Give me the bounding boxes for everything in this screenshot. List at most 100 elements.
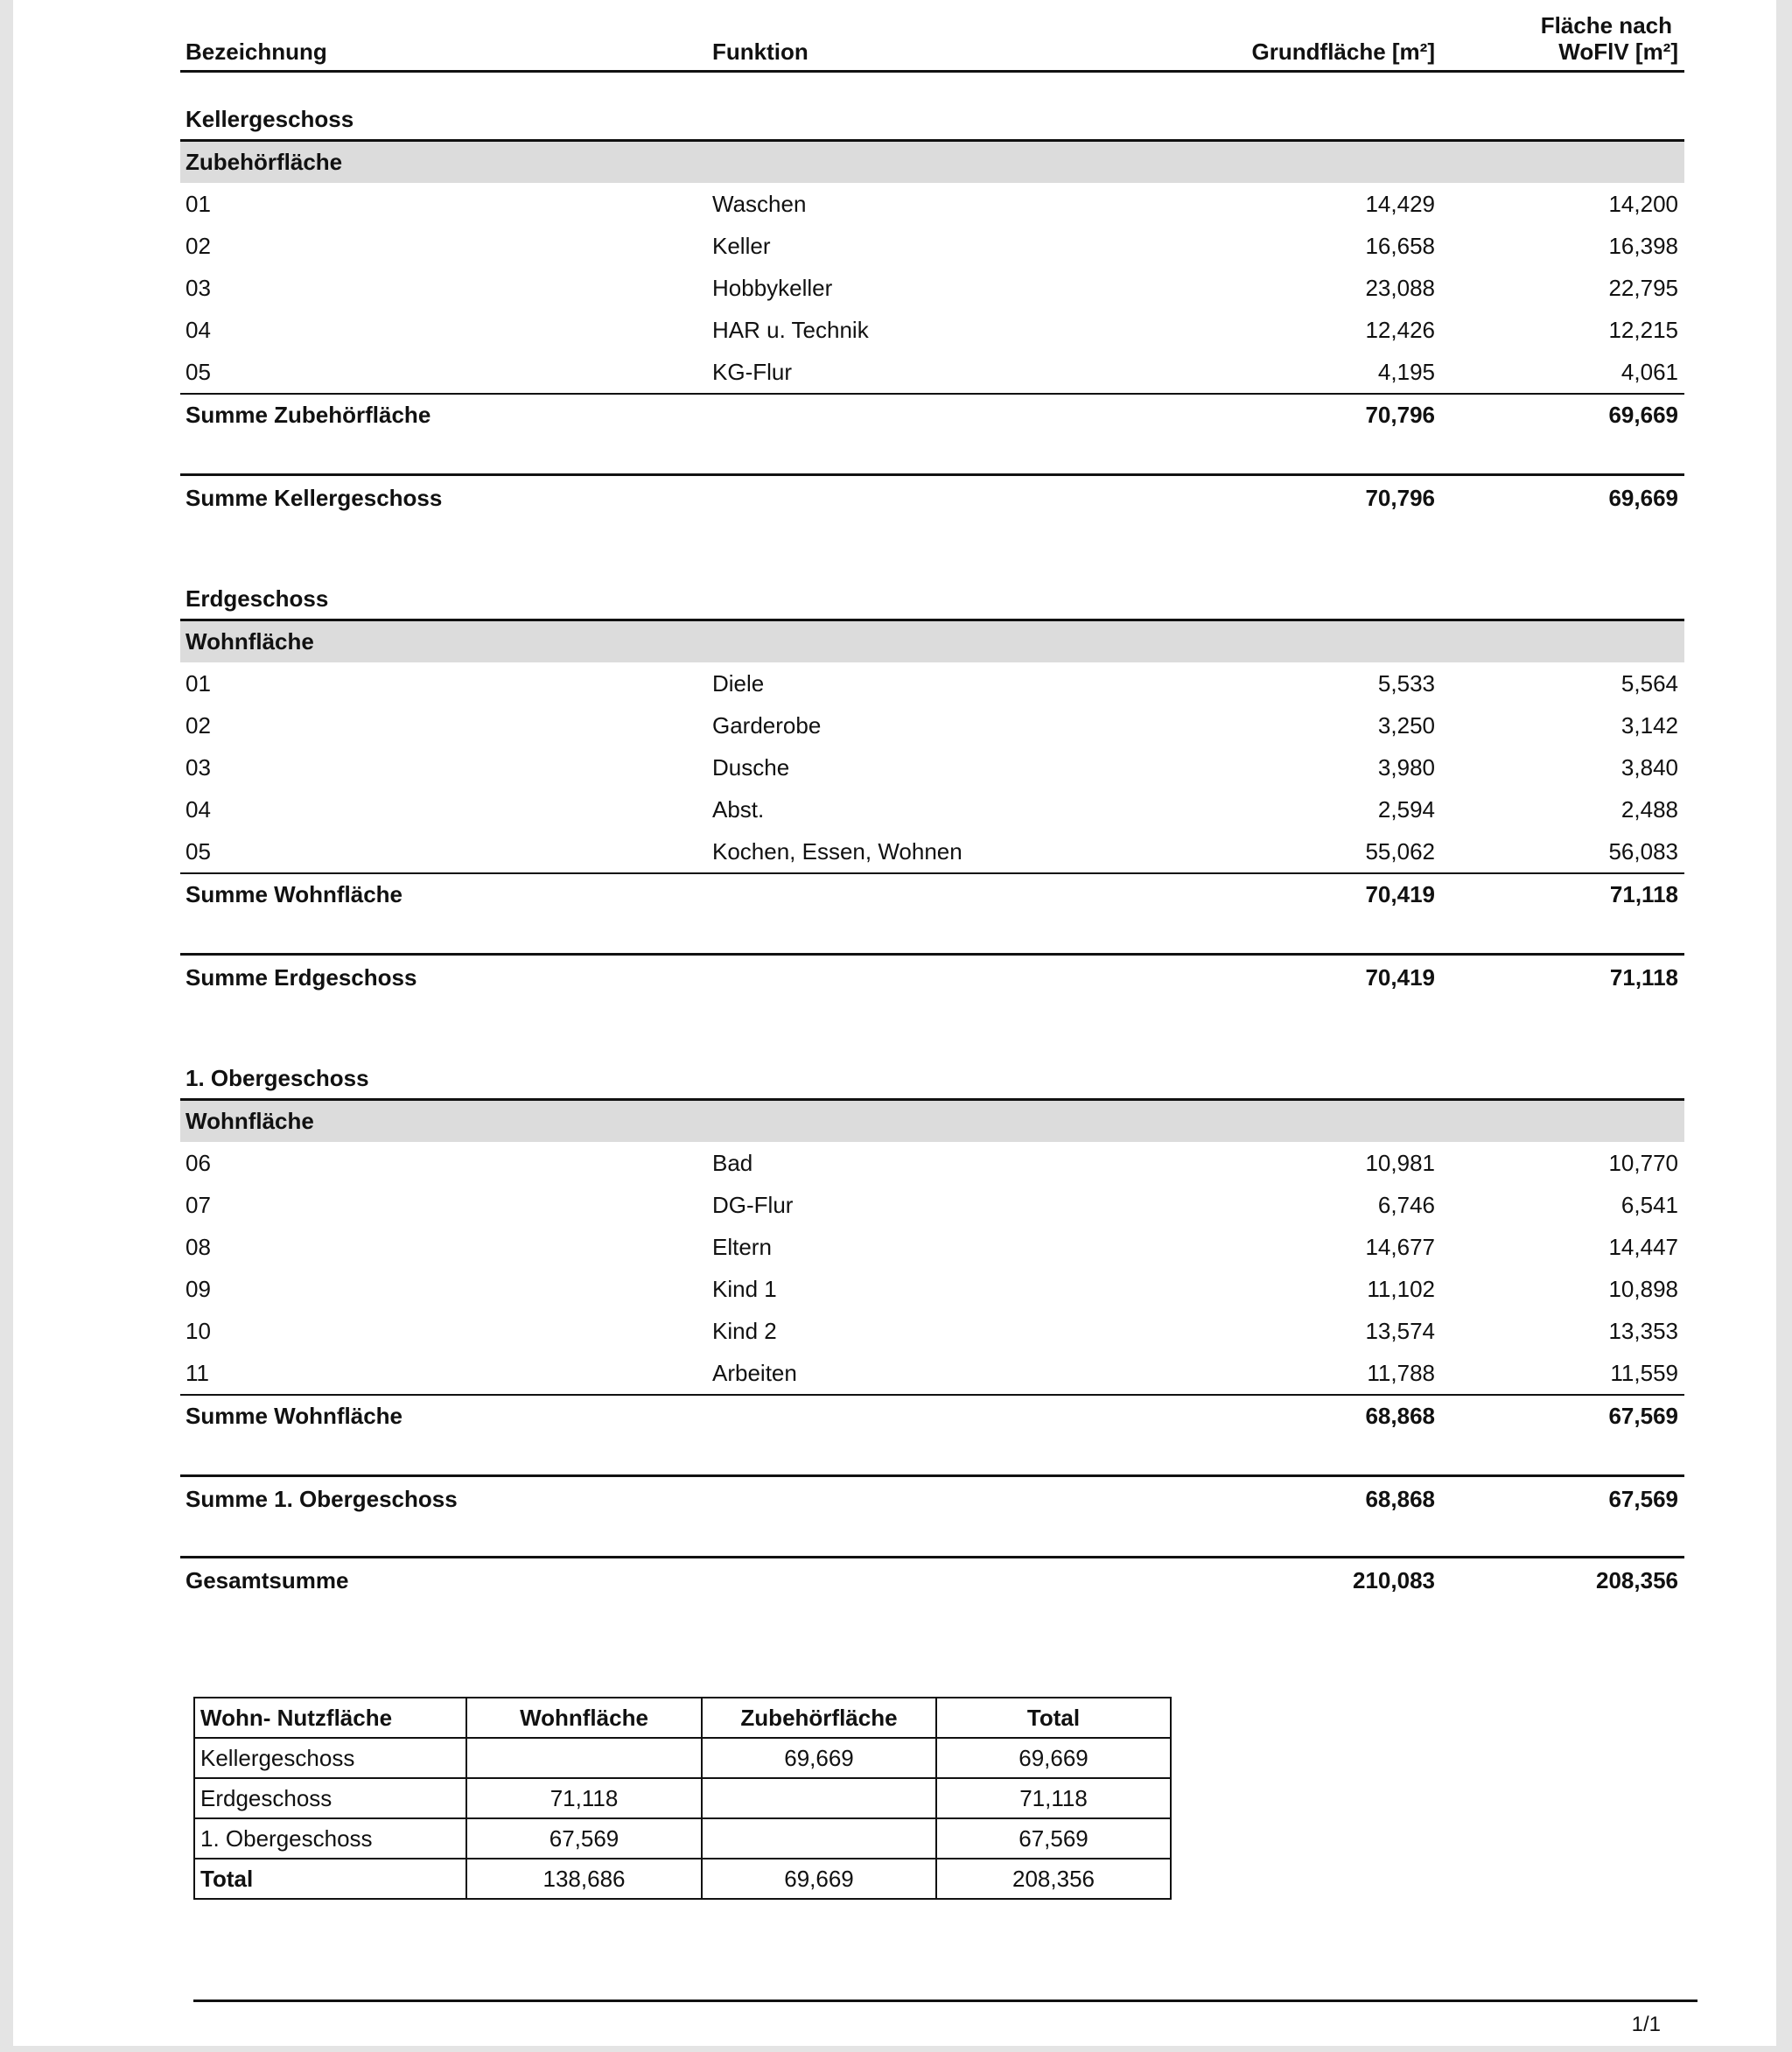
wofiv-value: 3,142 bbox=[1620, 712, 1678, 739]
summary-row: Kellergeschoss 69,669 69,669 bbox=[193, 1737, 1172, 1779]
room-number: 09 bbox=[186, 1276, 211, 1302]
room-number: 03 bbox=[186, 754, 211, 781]
wofiv-value: 10,898 bbox=[1608, 1276, 1678, 1302]
summary-cell: 138,686 bbox=[466, 1858, 703, 1900]
wofiv-value: 14,447 bbox=[1608, 1234, 1678, 1260]
subtotal-label: Summe Wohnfläche bbox=[186, 1403, 403, 1429]
room-number: 02 bbox=[186, 233, 211, 259]
room-number: 02 bbox=[186, 712, 211, 739]
room-number: 01 bbox=[186, 670, 211, 697]
grundflaeche-value: 14,429 bbox=[1365, 191, 1435, 217]
subtotal-label: Summe Wohnfläche bbox=[186, 881, 403, 907]
summary-cell: 69,669 bbox=[935, 1737, 1172, 1779]
table-row: 05 Kochen, Essen, Wohnen 55,062 56,083 bbox=[180, 830, 1684, 872]
room-number: 10 bbox=[186, 1318, 211, 1344]
table-row: 07 DG-Flur 6,746 6,541 bbox=[180, 1184, 1684, 1226]
summary-cell: Total bbox=[193, 1858, 467, 1900]
grundflaeche-value: 11,102 bbox=[1367, 1276, 1435, 1302]
room-number: 07 bbox=[186, 1192, 211, 1218]
room-number: 06 bbox=[186, 1150, 211, 1176]
floor-total-grundflaeche: 70,419 bbox=[1365, 964, 1435, 991]
room-function: Keller bbox=[712, 233, 771, 259]
group-name: Wohnfläche bbox=[186, 628, 314, 655]
area-table: Bezeichnung Funktion Grundfläche [m²] Fl… bbox=[180, 0, 1684, 1599]
room-number: 03 bbox=[186, 275, 211, 301]
table-row: 04 Abst. 2,594 2,488 bbox=[180, 788, 1684, 830]
group-subtotal-row: Summe Wohnfläche 70,419 71,118 bbox=[180, 872, 1684, 914]
footer-divider bbox=[193, 1999, 1698, 2002]
room-function: Kind 2 bbox=[712, 1318, 777, 1344]
subtotal-grundflaeche: 68,868 bbox=[1365, 1403, 1435, 1429]
floor-total-row: Summe 1. Obergeschoss 68,868 67,569 bbox=[180, 1474, 1684, 1517]
table-row: 01 Waschen 14,429 14,200 bbox=[180, 183, 1684, 225]
summary-cell bbox=[701, 1817, 937, 1859]
table-row: 11 Arbeiten 11,788 11,559 bbox=[180, 1352, 1684, 1394]
summary-cell: 208,356 bbox=[935, 1858, 1172, 1900]
grundflaeche-value: 10,981 bbox=[1365, 1150, 1435, 1176]
group-subtotal-row: Summe Zubehörfläche 70,796 69,669 bbox=[180, 393, 1684, 435]
table-row: 01 Diele 5,533 5,564 bbox=[180, 662, 1684, 704]
grundflaeche-value: 5,533 bbox=[1377, 670, 1435, 697]
grundflaeche-value: 4,195 bbox=[1377, 359, 1435, 385]
grand-total-label: Gesamtsumme bbox=[186, 1567, 349, 1593]
wofiv-value: 11,559 bbox=[1610, 1360, 1678, 1386]
room-number: 04 bbox=[186, 317, 211, 343]
subtotal-wofiv: 71,118 bbox=[1609, 881, 1678, 907]
summary-row: Total 138,686 69,669 208,356 bbox=[193, 1858, 1172, 1900]
table-row: 02 Garderobe 3,250 3,142 bbox=[180, 704, 1684, 746]
floor-total-label: Summe Kellergeschoss bbox=[186, 485, 443, 511]
room-function: Arbeiten bbox=[712, 1360, 797, 1386]
header-wofiv-line1: Fläche nach bbox=[1540, 12, 1672, 39]
grundflaeche-value: 6,746 bbox=[1377, 1192, 1435, 1218]
floor-total-wofiv: 67,569 bbox=[1608, 1486, 1678, 1512]
grand-total-wofiv: 208,356 bbox=[1596, 1567, 1678, 1593]
subtotal-wofiv: 67,569 bbox=[1608, 1403, 1678, 1429]
wofiv-value: 6,541 bbox=[1620, 1192, 1678, 1218]
table-row: 02 Keller 16,658 16,398 bbox=[180, 225, 1684, 267]
group-heading: Zubehörfläche bbox=[180, 142, 1684, 183]
room-function: KG-Flur bbox=[712, 359, 792, 385]
wofiv-value: 13,353 bbox=[1608, 1318, 1678, 1344]
room-number: 01 bbox=[186, 191, 211, 217]
floor-heading: Kellergeschoss bbox=[180, 100, 1684, 142]
header-wofiv-line2: WoFlV [m²] bbox=[1558, 39, 1678, 65]
room-function: Abst. bbox=[712, 796, 765, 823]
summary-cell: 71,118 bbox=[935, 1777, 1172, 1819]
table-header: Bezeichnung Funktion Grundfläche [m²] Fl… bbox=[180, 0, 1684, 73]
subtotal-grundflaeche: 70,796 bbox=[1365, 402, 1435, 428]
summary-cell bbox=[701, 1777, 937, 1819]
wofiv-value: 14,200 bbox=[1608, 191, 1678, 217]
floor-total-grundflaeche: 70,796 bbox=[1365, 485, 1435, 511]
summary-header-cell: Wohn- Nutzfläche bbox=[193, 1697, 467, 1739]
grundflaeche-value: 23,088 bbox=[1365, 275, 1435, 301]
group-name: Wohnfläche bbox=[186, 1108, 314, 1134]
room-function: Eltern bbox=[712, 1234, 772, 1260]
document-page: Bezeichnung Funktion Grundfläche [m²] Fl… bbox=[13, 0, 1776, 2046]
wofiv-value: 12,215 bbox=[1608, 317, 1678, 343]
wofiv-value: 22,795 bbox=[1608, 275, 1678, 301]
room-function: Garderobe bbox=[712, 712, 822, 739]
room-function: Bad bbox=[712, 1150, 753, 1176]
grundflaeche-value: 14,677 bbox=[1365, 1234, 1435, 1260]
grundflaeche-value: 11,788 bbox=[1367, 1360, 1435, 1386]
wofiv-value: 5,564 bbox=[1620, 670, 1678, 697]
subtotal-label: Summe Zubehörfläche bbox=[186, 402, 431, 428]
header-funktion: Funktion bbox=[712, 39, 808, 65]
table-row: 03 Dusche 3,980 3,840 bbox=[180, 746, 1684, 788]
page-number: 1/1 bbox=[1631, 2013, 1661, 2036]
table-row: 04 HAR u. Technik 12,426 12,215 bbox=[180, 309, 1684, 351]
summary-row: 1. Obergeschoss 67,569 67,569 bbox=[193, 1817, 1172, 1859]
floor-total-wofiv: 69,669 bbox=[1608, 485, 1678, 511]
room-function: Kochen, Essen, Wohnen bbox=[712, 838, 962, 865]
summary-cell: 71,118 bbox=[466, 1777, 703, 1819]
floor-total-label: Summe 1. Obergeschoss bbox=[186, 1486, 458, 1512]
grundflaeche-value: 2,594 bbox=[1377, 796, 1435, 823]
grundflaeche-value: 3,980 bbox=[1377, 754, 1435, 781]
room-function: DG-Flur bbox=[712, 1192, 794, 1218]
summary-cell: 67,569 bbox=[935, 1817, 1172, 1859]
grundflaeche-value: 55,062 bbox=[1365, 838, 1435, 865]
room-number: 11 bbox=[186, 1360, 209, 1386]
floor-heading: 1. Obergeschoss bbox=[180, 1059, 1684, 1101]
summary-cell: 69,669 bbox=[701, 1737, 937, 1779]
group-heading: Wohnfläche bbox=[180, 1101, 1684, 1142]
